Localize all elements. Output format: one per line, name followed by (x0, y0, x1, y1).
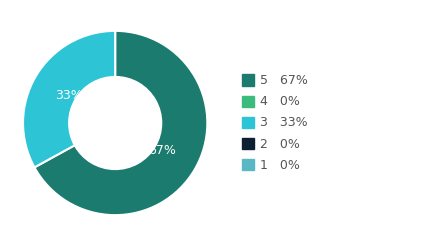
Wedge shape (23, 31, 115, 167)
Text: 33%: 33% (55, 89, 83, 102)
Legend: 5   67%, 4   0%, 3   33%, 2   0%, 1   0%: 5 67%, 4 0%, 3 33%, 2 0%, 1 0% (237, 69, 313, 177)
Text: 67%: 67% (148, 144, 175, 157)
Wedge shape (35, 31, 207, 215)
